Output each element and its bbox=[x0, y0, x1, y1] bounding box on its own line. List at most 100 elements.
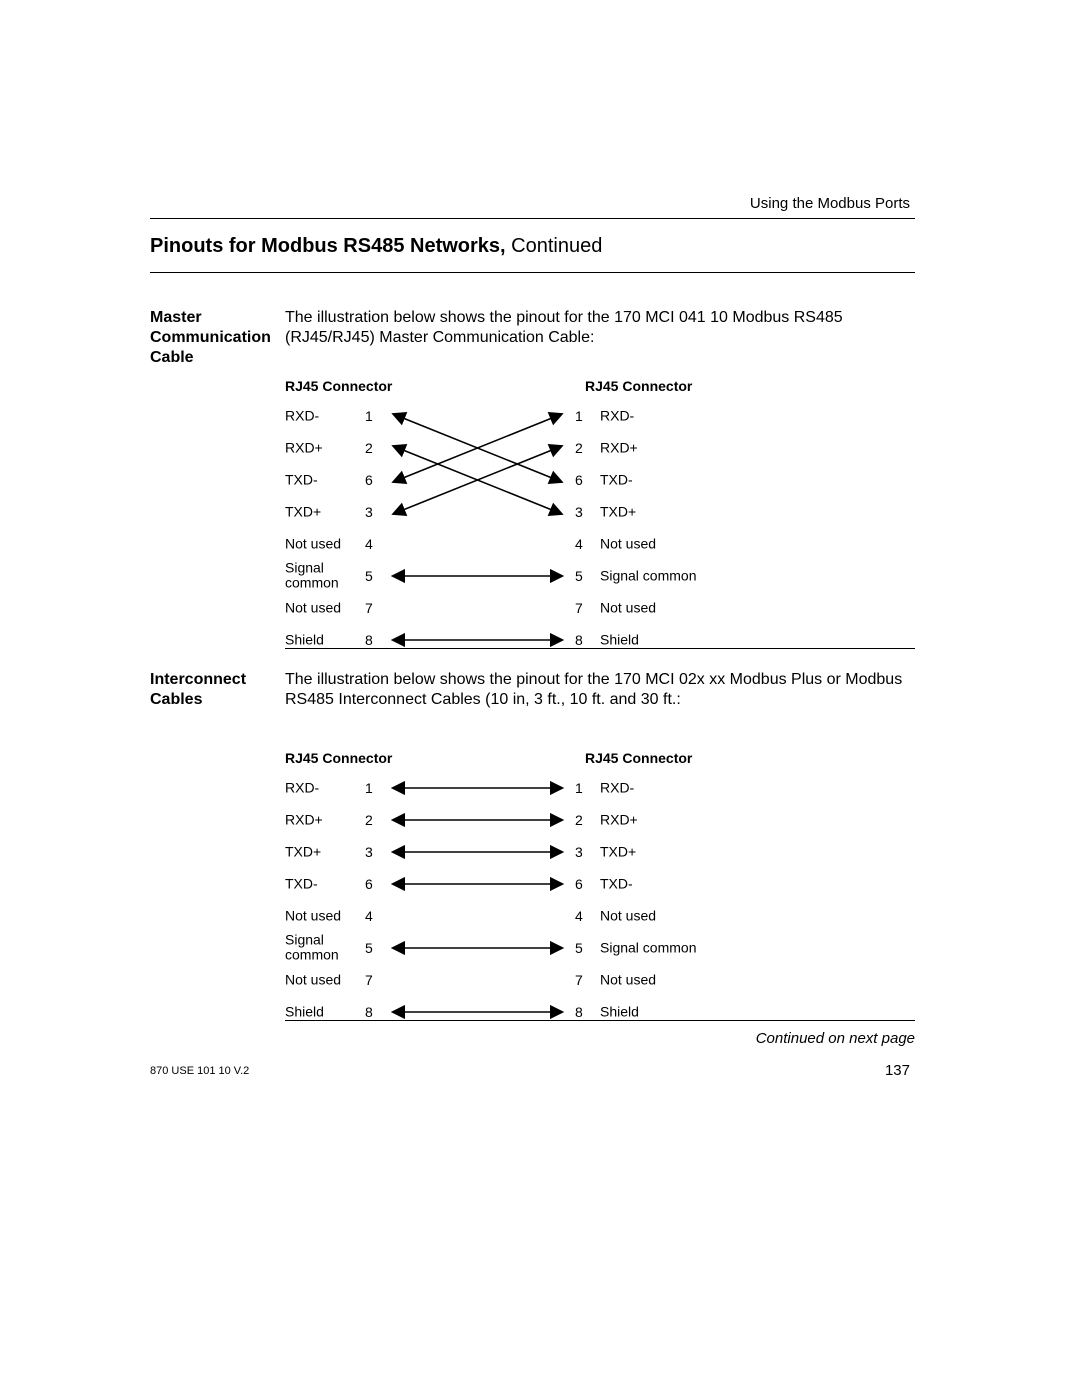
pin-number-left: 1 bbox=[365, 408, 373, 424]
pinout-diagram-1: RJ45 Connector RJ45 Connector RXD-11RXD-… bbox=[285, 378, 845, 656]
pin-label-left: TXD+ bbox=[285, 844, 355, 859]
pinout1-header-left: RJ45 Connector bbox=[285, 378, 392, 394]
pin-row: TXD- 6 6 TXD- bbox=[285, 868, 845, 900]
pin-label-right: Not used bbox=[600, 536, 656, 551]
title-rest: Continued bbox=[511, 235, 602, 257]
pinout2-rows: RXD-11RXD-RXD+22RXD+TXD+33TXD+TXD-66TXD-… bbox=[285, 772, 845, 1028]
rule-section2 bbox=[285, 1020, 915, 1021]
title-bold: Pinouts for Modbus RS485 Networks, bbox=[150, 235, 511, 257]
section2-label: Interconnect Cables bbox=[150, 670, 280, 710]
pin-number-right: 8 bbox=[575, 632, 583, 648]
footer-page-number: 137 bbox=[885, 1062, 910, 1079]
pin-row: RXD- 1 1 RXD- bbox=[285, 400, 845, 432]
pin-number-right: 6 bbox=[575, 876, 583, 892]
pin-label-left: Shield bbox=[285, 632, 355, 647]
pin-row: Shield88Shield bbox=[285, 996, 845, 1028]
pin-row: TXD+ 3 3 TXD+ bbox=[285, 836, 845, 868]
pin-row: Not used 7 7 Not used bbox=[285, 964, 845, 996]
pin-number-right: 3 bbox=[575, 504, 583, 520]
rule-section1 bbox=[285, 648, 915, 649]
pin-label-right: Signal common bbox=[600, 568, 697, 583]
pin-label-left: Shield bbox=[285, 1004, 355, 1019]
pin-number-left: 7 bbox=[365, 972, 373, 988]
pin-label-right: Not used bbox=[600, 972, 656, 987]
pin-label-right: Not used bbox=[600, 600, 656, 615]
section1-intro: The illustration below shows the pinout … bbox=[285, 308, 915, 348]
pin-label-left: Not used bbox=[285, 972, 355, 987]
page: Using the Modbus Ports Pinouts for Modbu… bbox=[0, 0, 1080, 1397]
pin-label-left: TXD+ bbox=[285, 504, 355, 519]
pin-number-left: 6 bbox=[365, 472, 373, 488]
pin-row: RXD+ 2 2 RXD+ bbox=[285, 804, 845, 836]
pin-row: TXD+ 3 3 TXD+ bbox=[285, 496, 845, 528]
pin-label-left: TXD- bbox=[285, 472, 355, 487]
pin-label-right: RXD+ bbox=[600, 812, 638, 827]
pin-label-right: TXD+ bbox=[600, 504, 636, 519]
pin-number-right: 5 bbox=[575, 940, 583, 956]
pin-row: Shield 8 8 Shield bbox=[285, 624, 845, 656]
pinout1-headers: RJ45 Connector RJ45 Connector bbox=[285, 378, 845, 400]
pinout2-header-right: RJ45 Connector bbox=[585, 750, 692, 766]
pin-row: RXD+ 2 2 RXD+ bbox=[285, 432, 845, 464]
pin-label-right: RXD+ bbox=[600, 440, 638, 455]
pin-number-left: 4 bbox=[365, 536, 373, 552]
pinout2-header-left: RJ45 Connector bbox=[285, 750, 392, 766]
pin-number-left: 6 bbox=[365, 876, 373, 892]
pin-label-left: RXD- bbox=[285, 408, 355, 423]
pinout1-rows: RXD-11RXD-RXD+22RXD+TXD-66TXD-TXD+33TXD+… bbox=[285, 400, 845, 656]
pin-label-left: RXD+ bbox=[285, 440, 355, 455]
section1-label: Master Communication Cable bbox=[150, 308, 280, 368]
pin-label-right: RXD- bbox=[600, 780, 634, 795]
pin-label-left: Not used bbox=[285, 600, 355, 615]
pin-row: Signal common 5 5 Signal common bbox=[285, 932, 845, 964]
pinout2-headers: RJ45 Connector RJ45 Connector bbox=[285, 750, 845, 772]
pin-number-left: 3 bbox=[365, 844, 373, 860]
pin-row: Signal common 5 5 Signal common bbox=[285, 560, 845, 592]
pin-number-left: 7 bbox=[365, 600, 373, 616]
pin-number-right: 2 bbox=[575, 812, 583, 828]
pin-row: TXD-66TXD- bbox=[285, 464, 845, 496]
pin-number-right: 7 bbox=[575, 972, 583, 988]
pin-label-left: Signal common bbox=[285, 561, 355, 592]
pin-label-right: Signal common bbox=[600, 940, 697, 955]
rule-under-title bbox=[150, 272, 915, 273]
pinout1-header-right: RJ45 Connector bbox=[585, 378, 692, 394]
pin-label-right: Not used bbox=[600, 908, 656, 923]
pin-number-right: 7 bbox=[575, 600, 583, 616]
pin-label-left: Not used bbox=[285, 536, 355, 551]
pin-row: Not used44Not used bbox=[285, 528, 845, 560]
pin-number-left: 5 bbox=[365, 940, 373, 956]
pin-number-right: 3 bbox=[575, 844, 583, 860]
pin-number-left: 5 bbox=[365, 568, 373, 584]
pin-row: Not used44Not used bbox=[285, 900, 845, 932]
pin-label-right: TXD- bbox=[600, 876, 633, 891]
section2-intro: The illustration below shows the pinout … bbox=[285, 670, 915, 710]
pin-number-left: 3 bbox=[365, 504, 373, 520]
rule-top bbox=[150, 218, 915, 219]
pin-label-left: TXD- bbox=[285, 876, 355, 891]
pin-number-right: 6 bbox=[575, 472, 583, 488]
running-header: Using the Modbus Ports bbox=[750, 195, 910, 212]
pin-label-left: RXD- bbox=[285, 780, 355, 795]
pin-number-left: 2 bbox=[365, 440, 373, 456]
footer-docid: 870 USE 101 10 V.2 bbox=[150, 1065, 249, 1077]
pin-number-right: 1 bbox=[575, 780, 583, 796]
page-title: Pinouts for Modbus RS485 Networks, Conti… bbox=[150, 235, 602, 258]
pin-number-right: 5 bbox=[575, 568, 583, 584]
pin-label-right: Shield bbox=[600, 632, 639, 647]
pin-number-left: 2 bbox=[365, 812, 373, 828]
pin-row: RXD-11RXD- bbox=[285, 772, 845, 804]
pin-label-left: RXD+ bbox=[285, 812, 355, 827]
continued-note: Continued on next page bbox=[756, 1030, 915, 1047]
pin-number-right: 1 bbox=[575, 408, 583, 424]
pin-label-right: Shield bbox=[600, 1004, 639, 1019]
pin-number-left: 8 bbox=[365, 1004, 373, 1020]
pin-number-left: 8 bbox=[365, 632, 373, 648]
pin-number-left: 4 bbox=[365, 908, 373, 924]
pin-number-right: 2 bbox=[575, 440, 583, 456]
pin-label-left: Not used bbox=[285, 908, 355, 923]
pin-label-right: TXD+ bbox=[600, 844, 636, 859]
pin-label-right: RXD- bbox=[600, 408, 634, 423]
pin-label-left: Signal common bbox=[285, 933, 355, 964]
pin-row: Not used 7 7 Not used bbox=[285, 592, 845, 624]
